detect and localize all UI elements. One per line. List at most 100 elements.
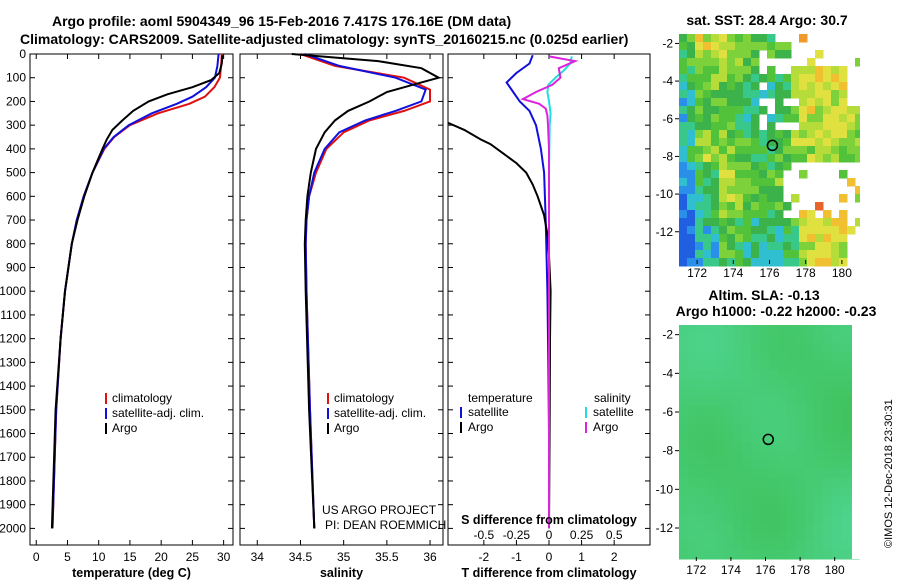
sla-cell bbox=[805, 325, 815, 335]
sst-cell bbox=[839, 242, 848, 251]
sst-cell bbox=[807, 226, 816, 235]
sst-cell bbox=[847, 138, 856, 147]
sst-cell bbox=[823, 234, 832, 243]
sla-cell bbox=[679, 415, 689, 425]
sla-cell bbox=[751, 460, 761, 470]
sla-cell bbox=[760, 352, 770, 362]
sla-cell bbox=[751, 505, 761, 515]
sst-cell bbox=[839, 250, 848, 259]
sla-cell bbox=[688, 343, 698, 353]
sla-cell bbox=[814, 370, 824, 380]
sla-cell bbox=[751, 532, 761, 542]
sst-cell bbox=[743, 154, 752, 163]
sst-cell bbox=[687, 130, 696, 139]
sla-cell bbox=[697, 433, 707, 443]
difference-s-tick-label: -0.25 bbox=[503, 528, 531, 542]
sst-cell bbox=[759, 202, 768, 211]
sla-cell bbox=[751, 397, 761, 407]
sst-cell bbox=[759, 186, 768, 195]
sla-cell bbox=[841, 496, 851, 506]
sla-cell bbox=[715, 469, 725, 479]
sst-cell bbox=[679, 98, 688, 107]
sst-cell bbox=[759, 90, 768, 99]
difference-xtick-label: -1 bbox=[511, 550, 522, 564]
depth-tick-label: 0 bbox=[19, 47, 26, 61]
sst-cell bbox=[775, 226, 784, 235]
sst-cell bbox=[727, 122, 736, 131]
sla-cell bbox=[832, 514, 842, 524]
sst-cell bbox=[727, 138, 736, 147]
sst-cell bbox=[767, 74, 776, 83]
sst-cell bbox=[695, 42, 704, 51]
sst-cell bbox=[823, 82, 832, 91]
sla-cell bbox=[814, 343, 824, 353]
sla-lon-label: 180 bbox=[825, 563, 845, 577]
sst-cell bbox=[839, 146, 848, 155]
sla-cell bbox=[724, 397, 734, 407]
sst-cell bbox=[735, 34, 744, 43]
sst-cell bbox=[823, 138, 832, 147]
sla-cell bbox=[697, 442, 707, 452]
temperature-xlabel: temperature (deg C) bbox=[72, 566, 191, 580]
sst-cell bbox=[831, 250, 840, 259]
sst-cell bbox=[775, 242, 784, 251]
sst-cell bbox=[775, 74, 784, 83]
sst-cell bbox=[759, 74, 768, 83]
sst-cell bbox=[823, 250, 832, 259]
sla-cell bbox=[814, 352, 824, 362]
sla-cell bbox=[841, 388, 851, 398]
sla-lon-label: 178 bbox=[790, 563, 810, 577]
sst-cell bbox=[751, 114, 760, 123]
sst-cell bbox=[767, 42, 776, 51]
sst-cell bbox=[799, 34, 808, 43]
sst-cell bbox=[727, 58, 736, 67]
sst-cell bbox=[767, 202, 776, 211]
difference-xtick-label: -2 bbox=[479, 550, 490, 564]
sst-cell bbox=[815, 202, 824, 211]
sst-cell bbox=[735, 226, 744, 235]
sst-cell bbox=[735, 58, 744, 67]
sla-cell bbox=[796, 424, 806, 434]
sla-cell bbox=[733, 460, 743, 470]
sst-cell bbox=[743, 130, 752, 139]
sst-cell bbox=[735, 42, 744, 51]
sla-cell bbox=[697, 514, 707, 524]
sst-cell bbox=[767, 210, 776, 219]
sst-cell bbox=[695, 74, 704, 83]
sla-cell bbox=[742, 406, 752, 416]
sla-cell bbox=[697, 361, 707, 371]
sst-cell bbox=[751, 74, 760, 83]
sst-cell bbox=[831, 258, 840, 267]
sla-cell bbox=[697, 334, 707, 344]
sst-cell bbox=[735, 218, 744, 227]
sst-cell bbox=[807, 154, 816, 163]
sla-cell bbox=[814, 505, 824, 515]
sla-cell bbox=[688, 361, 698, 371]
sla-cell bbox=[733, 415, 743, 425]
depth-tick-label: 2000 bbox=[0, 521, 26, 535]
sst-cell bbox=[727, 98, 736, 107]
sla-cell bbox=[706, 325, 716, 335]
sst-cell bbox=[711, 90, 720, 99]
sla-cell bbox=[796, 496, 806, 506]
sla-cell bbox=[733, 406, 743, 416]
sst-cell bbox=[687, 106, 696, 115]
sst-cell bbox=[815, 146, 824, 155]
sst-cell bbox=[815, 154, 824, 163]
sst-cell bbox=[815, 130, 824, 139]
sla-cell bbox=[841, 406, 851, 416]
difference-legend-title-salinity: salinity bbox=[594, 391, 631, 405]
sla-cell bbox=[814, 334, 824, 344]
sla-cell bbox=[760, 379, 770, 389]
sst-lon-label: 178 bbox=[796, 266, 816, 280]
sst-cell bbox=[799, 258, 808, 267]
sla-cell bbox=[706, 505, 716, 515]
sst-cell bbox=[735, 162, 744, 171]
sla-cell bbox=[823, 496, 833, 506]
sst-cell bbox=[727, 258, 736, 267]
sst-cell bbox=[783, 258, 792, 267]
sla-cell bbox=[796, 505, 806, 515]
sla-cell bbox=[706, 541, 716, 551]
sst-cell bbox=[791, 154, 800, 163]
sla-cell bbox=[742, 361, 752, 371]
